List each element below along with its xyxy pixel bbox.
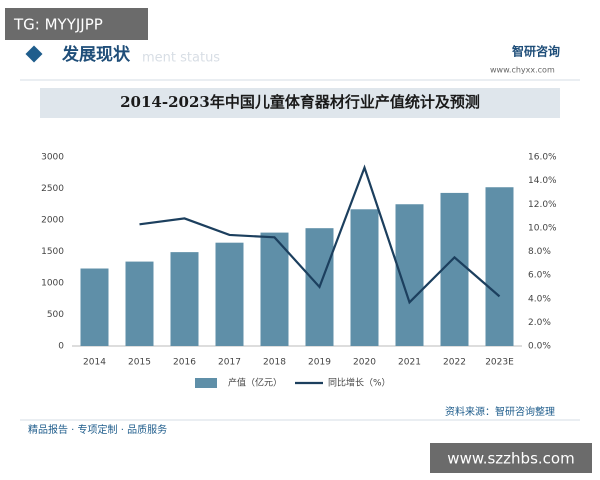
y-tick-label: 3000 xyxy=(41,153,64,163)
bar xyxy=(215,242,244,346)
bar xyxy=(170,252,199,346)
y-tick-label: 500 xyxy=(47,310,64,320)
y2-tick-label: 0.0% xyxy=(528,342,551,352)
y2-tick-label: 8.0% xyxy=(528,247,551,257)
y2-tick-label: 14.0% xyxy=(528,176,557,186)
y2-tick-label: 4.0% xyxy=(528,294,551,304)
bar xyxy=(80,268,109,346)
y2-tick-label: 16.0% xyxy=(528,153,557,163)
bar xyxy=(350,209,379,346)
bar xyxy=(260,232,289,346)
footer-slogan: 精品报告 · 专项定制 · 品质服务 xyxy=(28,423,167,436)
y2-tick-label: 2.0% xyxy=(528,318,551,328)
x-tick-label: 2015 xyxy=(128,358,151,368)
source: 资料来源：智研咨询整理 xyxy=(445,405,555,418)
y-tick-label: 1000 xyxy=(41,279,64,289)
bar xyxy=(440,192,469,346)
legend-swatch xyxy=(195,378,217,388)
x-tick-label: 2022 xyxy=(443,358,466,368)
y2-tick-label: 10.0% xyxy=(528,223,557,233)
overlay-text: www.szzhbs.com xyxy=(447,450,574,468)
x-tick-label: 2014 xyxy=(83,358,106,368)
y-tick-label: 2500 xyxy=(41,184,64,194)
x-tick-label: 2021 xyxy=(398,358,421,368)
x-tick-label: 2018 xyxy=(263,358,286,368)
line xyxy=(139,164,501,305)
y-tick-label: 1500 xyxy=(41,247,64,257)
section-title: 发展现状 xyxy=(61,44,131,65)
x-tick-label: 2017 xyxy=(218,358,241,368)
logo: 智研咨询 xyxy=(511,44,560,59)
title-bar xyxy=(40,88,560,118)
overlay-box xyxy=(5,8,148,40)
y2-tick-label: 12.0% xyxy=(528,200,557,210)
chart-title: 2014-2023年中国儿童体育器材行业产值统计及预测 xyxy=(120,93,480,111)
x-tick-label: 2016 xyxy=(173,358,196,368)
overlay-text: TG: MYYJJPP xyxy=(13,16,103,34)
bar xyxy=(485,187,514,346)
legend-label: 同比增长（%） xyxy=(328,377,391,389)
y2-tick-label: 6.0% xyxy=(528,271,551,281)
legend-label: 产值（亿元） xyxy=(228,377,282,389)
overlay-box xyxy=(430,443,592,473)
plot: 0 500 1000 1500 2000 2500 3000 0.0% 2.0% 4.0% 6.0%… xyxy=(41,153,557,389)
section-subtitle: ment status xyxy=(142,51,220,66)
y-tick-label: 0 xyxy=(58,342,64,352)
x-tick-label: 2023E xyxy=(485,358,514,368)
x-tick-label: 2020 xyxy=(353,358,376,368)
y-tick-label: 2000 xyxy=(41,216,64,226)
site: www.chyxx.com xyxy=(490,66,555,75)
x-tick-label: 2019 xyxy=(308,358,331,368)
bar xyxy=(125,261,154,346)
